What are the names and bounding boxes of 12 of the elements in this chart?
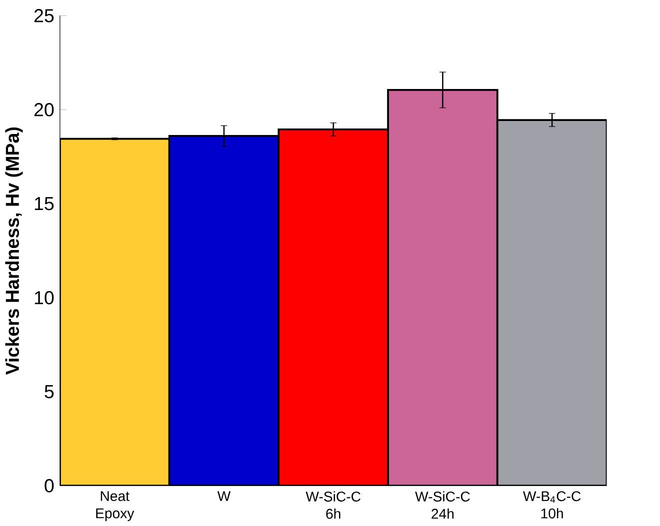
x-tick-label: W-B$_{4}$C-C 10h	[523, 491, 581, 518]
x-tick-label: Neat Epoxy	[96, 491, 134, 521]
y-tick-label: 15	[34, 196, 54, 210]
x-tick-label: W-SiC-C 6h	[306, 491, 360, 519]
y-tick-label: 5	[44, 384, 54, 398]
y-tick-label: 10	[34, 290, 54, 304]
y-axis-title: Vickers Hardness, Hv (MPa)	[5, 127, 23, 375]
y-tick-label: 20	[34, 102, 54, 116]
x-tick-label: W-SiC-C 24h	[415, 491, 470, 519]
y-tick-label: 0	[44, 478, 54, 492]
y-tick-label: 25	[34, 8, 54, 22]
x-tick-label: W	[217, 491, 231, 501]
